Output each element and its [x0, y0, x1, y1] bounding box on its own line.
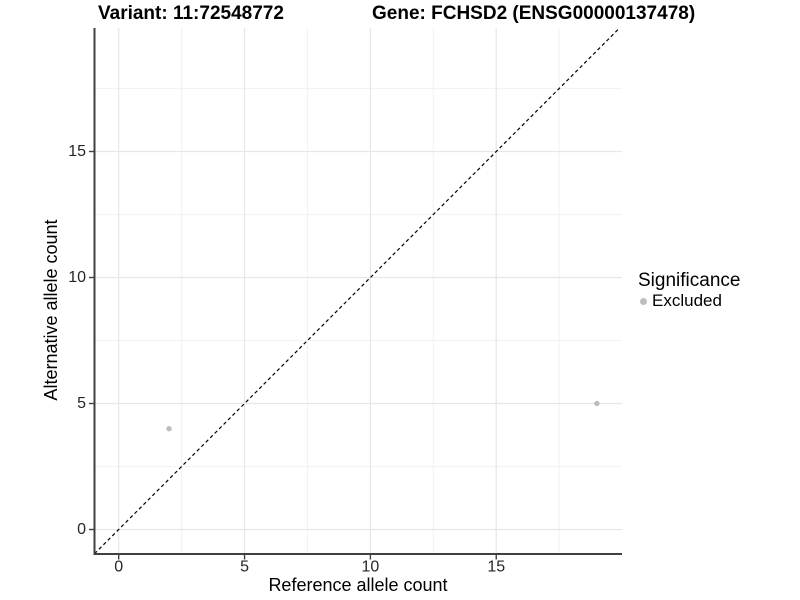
- y-tick-label: 5: [77, 395, 86, 412]
- y-tick-label: 10: [68, 269, 86, 286]
- x-axis-title: Reference allele count: [268, 575, 448, 595]
- x-tick-label: 0: [114, 559, 123, 576]
- legend-title: Significance: [638, 270, 741, 291]
- legend-point-icon: [640, 297, 647, 305]
- x-tick-label: 10: [362, 559, 380, 576]
- data-point: [594, 400, 600, 407]
- x-tick-label: 15: [487, 559, 505, 576]
- plot-title-variant: Variant: 11:72548772: [98, 3, 284, 24]
- legend: Significance Excluded: [638, 271, 740, 311]
- y-tick-label: 15: [68, 143, 86, 160]
- y-axis-title: Alternative allele count: [41, 219, 61, 401]
- x-tick-label: 5: [240, 559, 249, 576]
- legend-item-label: Excluded: [652, 291, 722, 310]
- plot-title-gene: Gene: FCHSD2 (ENSG00000137478): [372, 3, 696, 24]
- identity-line: [94, 27, 621, 555]
- y-tick-label: 0: [77, 521, 86, 538]
- data-point: [166, 426, 172, 432]
- legend-item-excluded: Excluded: [640, 291, 740, 311]
